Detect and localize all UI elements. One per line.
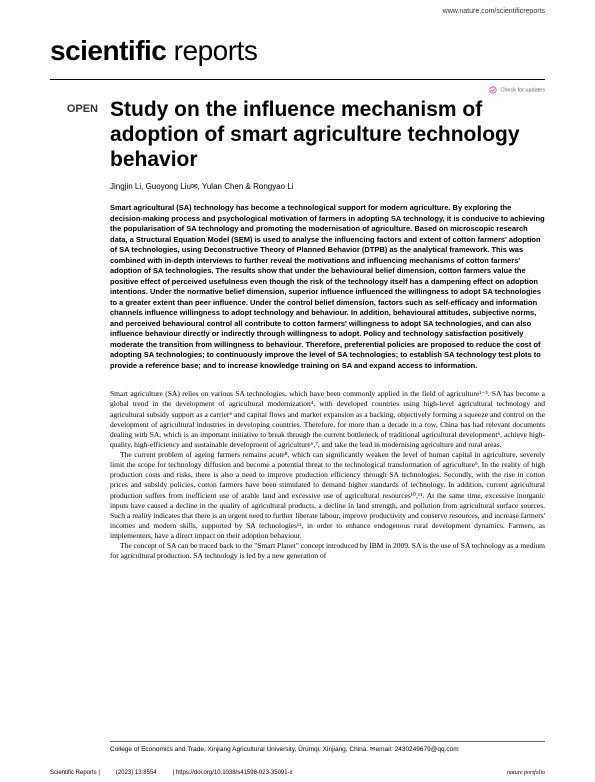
check-updates-text: Check for updates bbox=[500, 87, 545, 93]
footer-doi: | https://doi.org/10.1038/s41598-023-350… bbox=[173, 770, 293, 776]
left-column: OPEN bbox=[50, 98, 110, 561]
footer-publisher: nature portfolio bbox=[507, 770, 545, 776]
article-content: OPEN Study on the influence mechanism of… bbox=[0, 94, 595, 561]
journal-name-light: reports bbox=[166, 35, 257, 66]
open-access-badge: OPEN bbox=[50, 103, 98, 115]
body-paragraph-3: The concept of SA can be traced back to … bbox=[110, 541, 545, 561]
body-paragraph-2: The current problem of ageing farmers re… bbox=[110, 450, 545, 541]
abstract: Smart agricultural (SA) technology has b… bbox=[110, 203, 545, 371]
footer-right: nature portfolio bbox=[507, 770, 545, 776]
footer-citation: (2023) 13:8554 bbox=[116, 770, 157, 776]
journal-name-bold: scientific bbox=[50, 35, 166, 66]
body-text: Smart agriculture (SA) relies on various… bbox=[110, 389, 545, 561]
footer-left: Scientific Reports | (2023) 13:8554 | ht… bbox=[50, 770, 293, 776]
right-column: Study on the influence mechanism of adop… bbox=[110, 98, 545, 561]
header-url: www.nature.com/scientificreports bbox=[0, 0, 595, 15]
check-updates-badge[interactable]: Check for updates bbox=[0, 80, 595, 94]
article-title: Study on the influence mechanism of adop… bbox=[110, 98, 545, 172]
affiliation: College of Economics and Trade, Xinjiang… bbox=[110, 741, 545, 754]
check-updates-icon bbox=[489, 86, 497, 94]
footer-journal: Scientific Reports | bbox=[50, 770, 100, 776]
journal-title: scientific reports bbox=[0, 15, 595, 71]
page-footer: Scientific Reports | (2023) 13:8554 | ht… bbox=[0, 770, 595, 776]
body-paragraph-1: Smart agriculture (SA) relies on various… bbox=[110, 389, 545, 450]
authors-list: Jingjin Li, Guoyong Liu✉, Yulan Chen & R… bbox=[110, 182, 545, 191]
